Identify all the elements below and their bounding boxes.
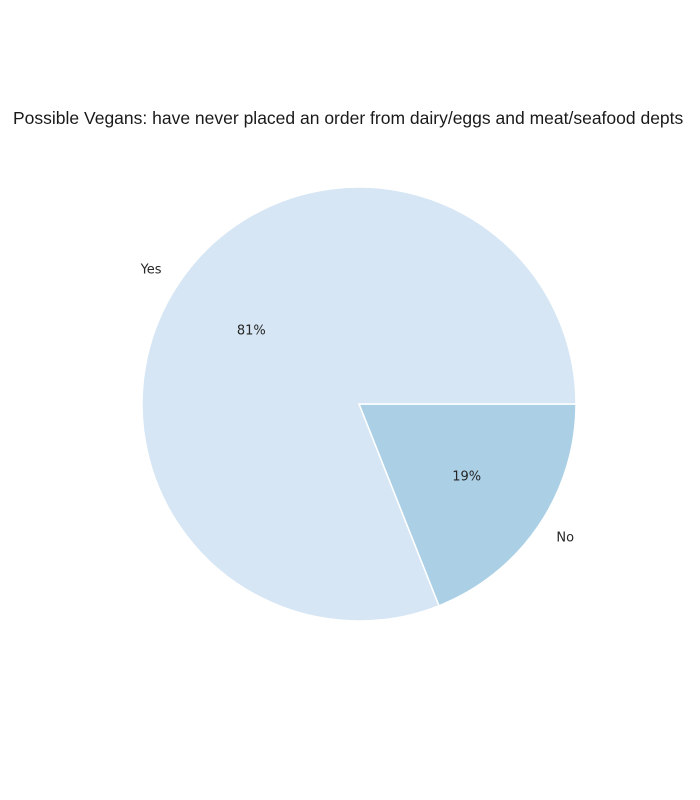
chart-title: Possible Vegans: have never placed an or… xyxy=(13,108,684,128)
pie-labels: 19% No 81% Yes xyxy=(140,262,575,545)
pie-slice-no xyxy=(357,403,577,607)
pie-category-label-no: No xyxy=(556,531,574,546)
pie-slice-yes xyxy=(141,186,577,622)
pie-percent-label-yes: 81% xyxy=(237,323,266,338)
pie-percent-label-no: 19% xyxy=(452,470,481,485)
pie-category-label-yes: Yes xyxy=(140,262,162,277)
pie-slices xyxy=(141,186,577,622)
